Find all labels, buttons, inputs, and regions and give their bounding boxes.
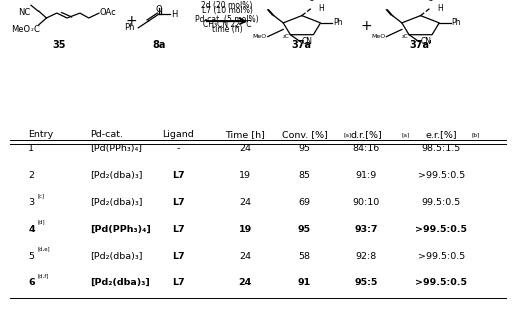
Text: 24: 24 — [239, 144, 251, 153]
Text: [b]: [b] — [471, 132, 479, 137]
Text: [Pd₂(dba)₃]: [Pd₂(dba)₃] — [90, 251, 143, 261]
Text: Pd-cat.: Pd-cat. — [90, 130, 123, 139]
Text: L7 (10 mol%): L7 (10 mol%) — [202, 6, 252, 15]
Text: CN: CN — [302, 37, 313, 46]
Text: L7: L7 — [172, 171, 184, 180]
Text: CH₃CN 22 °C: CH₃CN 22 °C — [203, 20, 251, 29]
Text: >99.5:0.5: >99.5:0.5 — [415, 225, 467, 234]
Text: 95:5: 95:5 — [354, 278, 378, 287]
Text: [a]: [a] — [401, 132, 410, 137]
Text: O: O — [156, 5, 162, 14]
Text: 85: 85 — [298, 171, 311, 180]
Text: 58: 58 — [298, 251, 311, 261]
Text: 24: 24 — [238, 278, 252, 287]
Text: NC: NC — [18, 8, 30, 17]
Text: -: - — [176, 144, 180, 153]
Text: ₂C: ₂C — [283, 34, 289, 39]
Text: MeO: MeO — [371, 34, 385, 39]
Text: 8a: 8a — [152, 40, 166, 50]
Text: 19: 19 — [238, 225, 252, 234]
Text: [Pd(PPh₃)₄]: [Pd(PPh₃)₄] — [90, 225, 151, 234]
Text: 37a: 37a — [292, 40, 312, 50]
Text: 24: 24 — [239, 251, 251, 261]
Text: >99.5:0.5: >99.5:0.5 — [417, 251, 465, 261]
Text: H: H — [171, 9, 178, 19]
Text: 35: 35 — [53, 40, 66, 50]
Text: 91: 91 — [298, 278, 311, 287]
Text: +: + — [126, 14, 137, 28]
Text: 95: 95 — [298, 225, 311, 234]
Text: [Pd(PPh₃)₄]: [Pd(PPh₃)₄] — [90, 144, 142, 153]
Text: >99.5:0.5: >99.5:0.5 — [417, 171, 465, 180]
Text: Entry: Entry — [28, 130, 54, 139]
Text: C: C — [34, 25, 39, 34]
Text: Pd-cat. (5 mol%): Pd-cat. (5 mol%) — [195, 15, 259, 24]
Text: [d]: [d] — [37, 220, 45, 225]
Text: +: + — [361, 19, 372, 33]
Text: 5: 5 — [28, 251, 35, 261]
Text: [d,e]: [d,e] — [37, 247, 50, 251]
Text: 3: 3 — [28, 198, 35, 207]
Text: Time [h]: Time [h] — [225, 130, 265, 139]
Text: H: H — [318, 4, 324, 13]
Text: MeO: MeO — [11, 25, 30, 34]
Text: OAc: OAc — [100, 8, 116, 17]
Text: L7: L7 — [172, 225, 184, 234]
Text: H: H — [437, 4, 443, 13]
Text: O: O — [427, 0, 433, 3]
Text: [d,f]: [d,f] — [37, 273, 49, 278]
Text: Conv. [%]: Conv. [%] — [282, 130, 327, 139]
Text: 24: 24 — [239, 198, 251, 207]
Text: [Pd₂(dba)₃]: [Pd₂(dba)₃] — [90, 171, 143, 180]
Text: >99.5:0.5: >99.5:0.5 — [415, 278, 467, 287]
Text: 95: 95 — [298, 144, 311, 153]
Text: d.r.[%]: d.r.[%] — [350, 130, 382, 139]
Text: L7: L7 — [172, 198, 184, 207]
Text: 2: 2 — [28, 171, 35, 180]
Text: Ph: Ph — [452, 18, 461, 27]
Text: ₂: ₂ — [30, 26, 34, 32]
Text: CN: CN — [421, 37, 431, 46]
Text: 93:7: 93:7 — [354, 225, 378, 234]
Text: 1: 1 — [28, 144, 35, 153]
Text: 4: 4 — [28, 225, 35, 234]
Text: Ph: Ph — [124, 23, 134, 32]
Text: MeO: MeO — [252, 34, 267, 39]
Text: O: O — [309, 0, 315, 3]
Text: [a]: [a] — [343, 132, 351, 137]
Text: Ligand: Ligand — [162, 130, 194, 139]
Text: 2d (20 mol%): 2d (20 mol%) — [201, 1, 253, 10]
Text: 91:9: 91:9 — [356, 171, 377, 180]
Text: [Pd₂(dba)₃]: [Pd₂(dba)₃] — [90, 278, 150, 287]
Text: [c]: [c] — [37, 193, 44, 198]
Text: time (h): time (h) — [212, 25, 243, 34]
Text: e.r.[%]: e.r.[%] — [425, 130, 457, 139]
Text: ₂C: ₂C — [401, 34, 408, 39]
Text: 37a': 37a' — [409, 40, 432, 50]
Text: 6: 6 — [28, 278, 35, 287]
Text: [Pd₂(dba)₃]: [Pd₂(dba)₃] — [90, 198, 143, 207]
Text: L7: L7 — [172, 278, 184, 287]
Text: 19: 19 — [239, 171, 251, 180]
Text: 90:10: 90:10 — [353, 198, 380, 207]
Text: 84:16: 84:16 — [353, 144, 380, 153]
Text: 92:8: 92:8 — [356, 251, 377, 261]
Text: 98.5:1.5: 98.5:1.5 — [422, 144, 461, 153]
Text: 69: 69 — [298, 198, 311, 207]
Text: 99.5:0.5: 99.5:0.5 — [422, 198, 461, 207]
Text: L7: L7 — [172, 251, 184, 261]
Text: Ph: Ph — [333, 18, 343, 27]
